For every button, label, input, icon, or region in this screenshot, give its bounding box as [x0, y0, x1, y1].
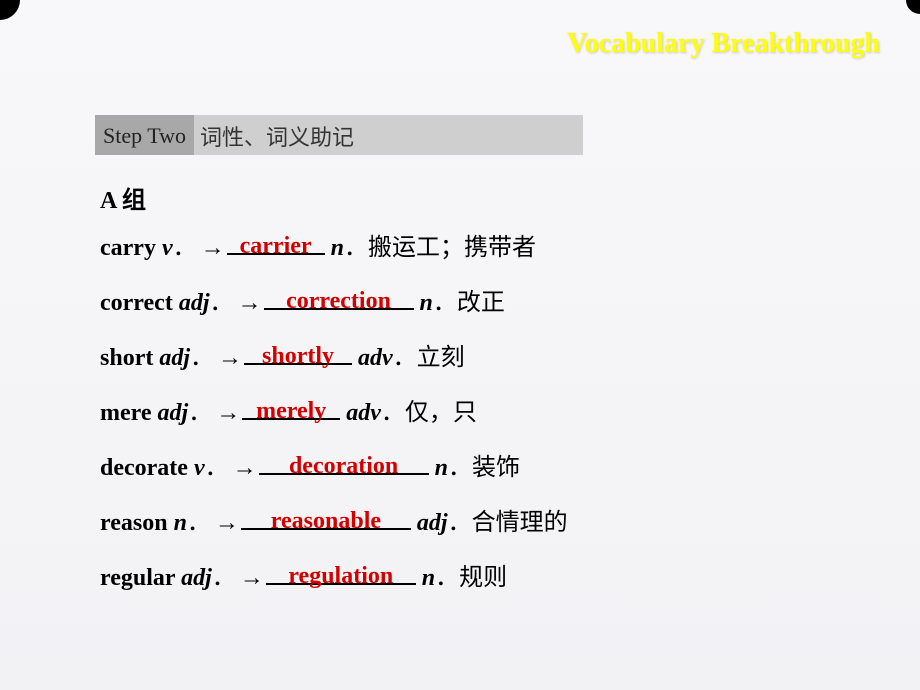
base-word: reason	[100, 510, 174, 536]
dot: ．	[212, 565, 236, 591]
dot: ．	[448, 510, 472, 536]
part-of-speech: adj	[159, 345, 190, 371]
blank: reasonable	[241, 504, 411, 535]
dot: ．	[190, 345, 214, 371]
dot: ．	[381, 400, 405, 426]
result-pos: adv	[358, 345, 393, 371]
vocab-row: short adj．→shortly adv．立刻	[100, 339, 820, 370]
answer-text: reasonable	[241, 509, 411, 533]
blank: merely	[242, 394, 340, 425]
dot: ．	[210, 290, 234, 316]
result-pos: adv	[346, 400, 381, 426]
answer-text: merely	[242, 399, 340, 423]
vocab-row: carry v．→carrier n．搬运工；携带者	[100, 229, 820, 260]
part-of-speech: adj	[158, 400, 189, 426]
dot: ．	[187, 510, 211, 536]
blank: correction	[264, 284, 414, 315]
dot: ．	[344, 235, 368, 261]
answer-text: regulation	[266, 564, 416, 588]
arrow-icon: →	[201, 236, 225, 260]
blank: shortly	[244, 339, 352, 370]
base-word: correct	[100, 290, 179, 316]
base-word: decorate	[100, 455, 194, 481]
blank: carrier	[227, 229, 325, 260]
base-word: mere	[100, 400, 158, 426]
base-word: regular	[100, 565, 181, 591]
result-pos: adj	[417, 510, 448, 536]
answer-text: decoration	[259, 454, 429, 478]
arrow-icon: →	[216, 401, 240, 425]
content-area: A 组 carry v．→carrier n．搬运工；携带者correct ad…	[100, 180, 820, 614]
definition: 仅，只	[405, 400, 477, 426]
dot: ．	[393, 345, 417, 371]
arrow-icon: →	[215, 511, 239, 535]
definition: 搬运工；携带者	[368, 235, 536, 261]
part-of-speech: adj	[179, 290, 210, 316]
base-word: short	[100, 345, 159, 371]
dot: ．	[188, 400, 212, 426]
dot: ．	[448, 455, 472, 481]
definition: 改正	[457, 290, 505, 316]
dot: ．	[433, 290, 457, 316]
vocab-rows: carry v．→carrier n．搬运工；携带者correct adj．→c…	[100, 229, 820, 590]
blank: regulation	[266, 559, 416, 590]
part-of-speech: n	[174, 510, 187, 536]
arrow-icon: →	[240, 566, 264, 590]
step-desc: 词性、词义助记	[194, 115, 583, 155]
part-of-speech: v	[162, 235, 173, 261]
answer-text: correction	[264, 289, 414, 313]
corner-top-right	[906, 0, 920, 14]
result-pos: n	[331, 235, 344, 261]
step-bar: Step Two 词性、词义助记	[95, 115, 583, 155]
corner-top-left	[0, 0, 20, 20]
part-of-speech: adj	[181, 565, 212, 591]
definition: 规则	[459, 565, 507, 591]
vocab-row: decorate v．→decoration n．装饰	[100, 449, 820, 480]
dot: ．	[173, 235, 197, 261]
part-of-speech: v	[194, 455, 205, 481]
step-label: Step Two	[95, 115, 194, 155]
result-pos: n	[420, 290, 433, 316]
answer-text: shortly	[244, 344, 352, 368]
result-pos: n	[422, 565, 435, 591]
vocab-row: regular adj．→regulation n．规则	[100, 559, 820, 590]
definition: 合情理的	[472, 510, 568, 536]
definition: 立刻	[417, 345, 465, 371]
vocab-row: correct adj．→correction n．改正	[100, 284, 820, 315]
arrow-icon: →	[238, 291, 262, 315]
vocab-row: mere adj．→merely adv．仅，只	[100, 394, 820, 425]
definition: 装饰	[472, 455, 520, 481]
blank: decoration	[259, 449, 429, 480]
answer-text: carrier	[227, 234, 325, 258]
dot: ．	[205, 455, 229, 481]
vocab-row: reason n．→reasonable adj．合情理的	[100, 504, 820, 535]
result-pos: n	[435, 455, 448, 481]
group-title: A 组	[100, 180, 820, 215]
base-word: carry	[100, 235, 162, 261]
page-header: Vocabulary Breakthrough	[567, 28, 880, 60]
dot: ．	[435, 565, 459, 591]
arrow-icon: →	[233, 456, 257, 480]
arrow-icon: →	[218, 346, 242, 370]
